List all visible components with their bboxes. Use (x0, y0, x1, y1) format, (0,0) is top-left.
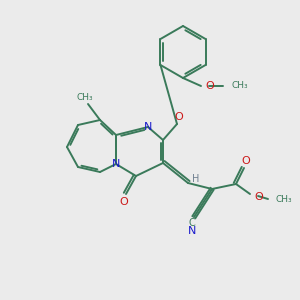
Text: O: O (175, 112, 183, 122)
Text: O: O (242, 156, 250, 166)
Text: CH₃: CH₃ (77, 92, 93, 101)
Text: N: N (188, 226, 196, 236)
Text: CH₃: CH₃ (276, 194, 292, 203)
Text: N: N (144, 122, 152, 132)
Text: CH₃: CH₃ (231, 82, 247, 91)
Text: O: O (254, 192, 263, 202)
Text: C: C (189, 218, 195, 228)
Text: O: O (120, 197, 128, 207)
Text: O: O (205, 81, 214, 91)
Text: N: N (112, 159, 120, 169)
Text: H: H (192, 174, 200, 184)
